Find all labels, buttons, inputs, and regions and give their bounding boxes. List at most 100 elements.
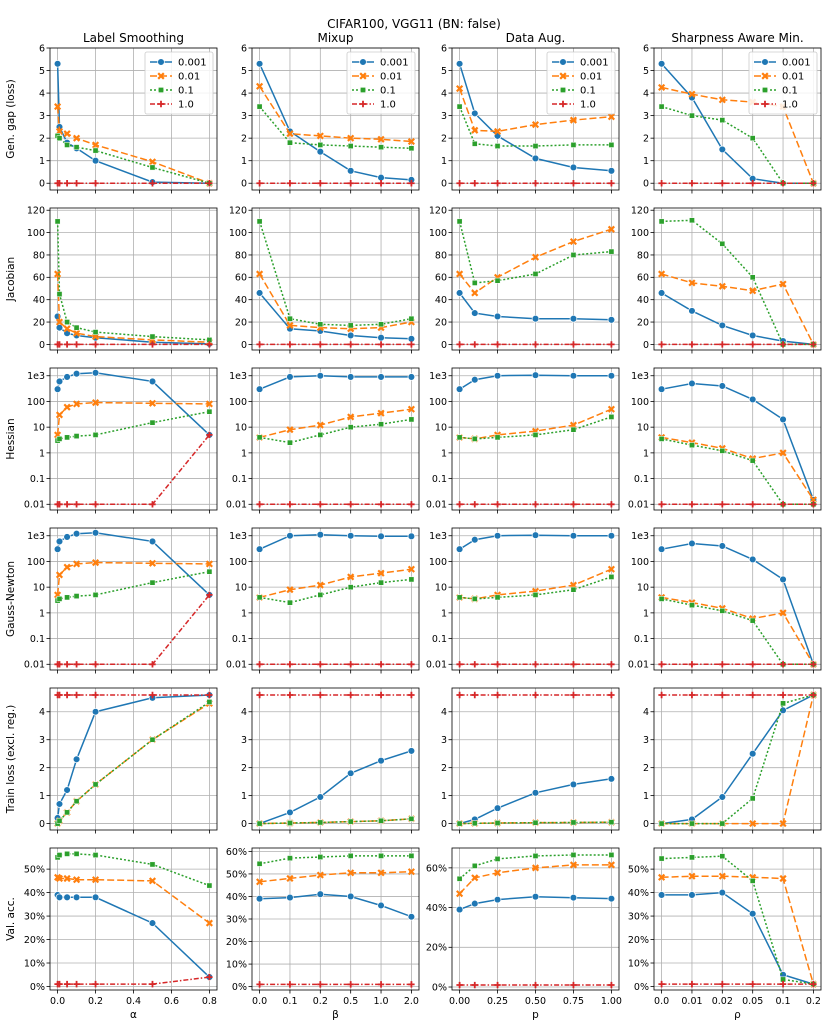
data-point-2-0 (658, 855, 665, 862)
data-point-3-4 (779, 501, 787, 508)
data-point-3-4 (779, 691, 787, 699)
data-point-2-0 (456, 434, 463, 441)
series-line-1 (459, 864, 612, 895)
data-point-2-4 (378, 579, 384, 586)
data-point-0-4 (779, 415, 787, 424)
data-point-0-4 (569, 531, 578, 540)
data-point-2-1 (689, 854, 695, 861)
x-tick-label: 0.0 (50, 996, 65, 1007)
y-tick-label: 10 (637, 583, 649, 594)
data-point-2-0 (256, 434, 263, 441)
data-point-3-4 (779, 661, 787, 668)
y-tick-label: 4 (643, 88, 649, 99)
data-point-0-3 (72, 893, 81, 902)
y-axis-label: Gen. gap (loss) (5, 79, 17, 159)
data-point-3-2 (719, 501, 726, 508)
data-point-3-4 (570, 180, 577, 187)
data-point-2-0 (256, 820, 263, 827)
data-point-3-5 (810, 691, 817, 699)
data-point-1-3 (347, 573, 355, 581)
x-tick-label: 0.05 (742, 996, 763, 1007)
x-axis-label: p (532, 1009, 539, 1021)
y-tick-label: 4 (241, 88, 247, 99)
data-point-3-4 (92, 980, 99, 988)
y-tick-label: 10% (24, 958, 45, 969)
data-point-1-5 (148, 158, 157, 166)
data-point-1-1 (286, 426, 294, 434)
data-point-2-5 (408, 315, 415, 322)
x-tick-label: 0.75 (563, 996, 584, 1007)
data-point-1-4 (91, 876, 100, 884)
data-point-3-1 (286, 691, 294, 699)
legend-marker-0 (761, 58, 769, 66)
x-tick-label: 0.25 (487, 996, 508, 1007)
legend-label-0: 0.001 (580, 58, 609, 69)
x-tick-label: 0.6 (164, 996, 179, 1007)
data-point-3-1 (688, 501, 696, 508)
data-point-0-0 (53, 545, 62, 553)
series-line-1 (661, 596, 815, 665)
y-tick-label: 4 (441, 88, 447, 99)
data-point-2-6 (206, 408, 213, 415)
data-point-2-0 (456, 820, 463, 827)
legend-box (546, 51, 616, 115)
legend-marker-3 (761, 100, 769, 108)
data-point-1-3 (347, 413, 355, 421)
data-point-2-4 (92, 147, 99, 154)
data-point-2-1 (287, 599, 293, 606)
data-point-2-2 (64, 809, 70, 816)
data-point-2-3 (73, 144, 80, 151)
data-point-1-5 (407, 405, 415, 413)
data-point-1-1 (471, 289, 479, 297)
y-tick-label: 5 (39, 66, 45, 77)
data-point-0-3 (531, 892, 540, 901)
legend-marker-0 (559, 58, 567, 66)
data-point-1-4 (779, 449, 787, 457)
legend-label-1: 0.01 (782, 72, 804, 83)
data-point-3-1 (471, 661, 478, 668)
data-point-2-1 (471, 863, 478, 869)
data-point-3-1 (56, 501, 63, 508)
series-line-2 (259, 106, 412, 150)
data-point-0-1 (688, 307, 696, 315)
data-point-0-3 (748, 555, 757, 564)
data-point-3-3 (749, 501, 756, 508)
data-point-1-4 (91, 141, 100, 149)
data-point-2-3 (749, 274, 756, 281)
y-tick-label: 0 (441, 179, 447, 190)
y-tick-label: 1 (39, 156, 45, 167)
panel-r4-c0: 0 1 2 3 4 Train loss (excl. reg.) (5, 687, 218, 834)
data-point-0-2 (493, 371, 502, 380)
data-point-0-1 (688, 379, 696, 388)
y-tick-label: 60 (33, 273, 45, 284)
data-point-3-3 (532, 981, 539, 989)
data-point-0-1 (471, 899, 479, 908)
data-point-0-1 (471, 309, 479, 317)
legend-marker-2 (158, 87, 164, 93)
y-tick-label: 20 (637, 317, 649, 328)
data-point-3-4 (377, 341, 385, 348)
data-point-1-3 (749, 819, 757, 828)
plot-frame (251, 47, 420, 191)
panel-r1-c3: 0 20 40 60 80 100 120 (631, 206, 822, 354)
data-point-2-0 (658, 218, 665, 225)
y-tick-label: 0% (30, 982, 45, 993)
data-point-3-0 (456, 661, 463, 668)
data-point-2-4 (378, 853, 384, 859)
data-point-3-0 (256, 981, 263, 988)
data-point-0-0 (657, 60, 666, 68)
series-line-2 (661, 855, 814, 985)
data-point-1-5 (607, 565, 615, 573)
y-tick-label: 3 (441, 735, 447, 746)
data-point-3-4 (570, 661, 577, 668)
data-point-0-1 (286, 373, 294, 381)
panel-r4-c3: 0 1 2 3 4 (643, 687, 822, 834)
data-point-0-4 (569, 893, 578, 902)
plot-area (654, 368, 821, 510)
x-tick-label: 0.4 (126, 996, 141, 1007)
data-point-3-0 (658, 180, 665, 187)
data-point-2-3 (347, 143, 354, 149)
data-point-0-4 (377, 756, 385, 765)
legend-label-2: 0.1 (380, 86, 396, 97)
data-point-0-4 (91, 529, 100, 537)
